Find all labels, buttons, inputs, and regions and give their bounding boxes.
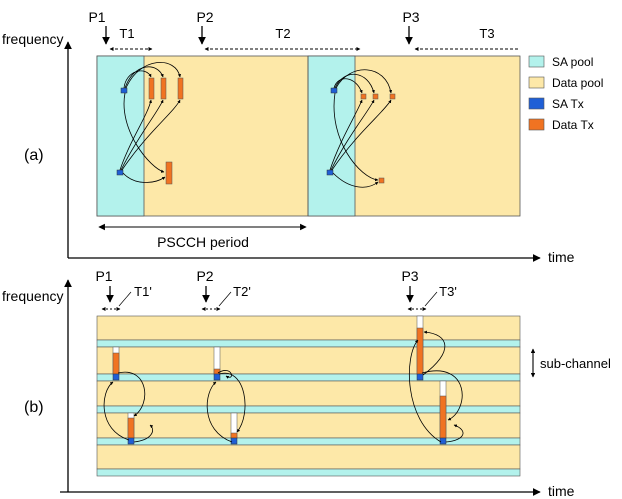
pscch-period-label: PSCCH period bbox=[157, 234, 249, 250]
legend: SA pool Data pool SA Tx Data Tx bbox=[528, 55, 603, 132]
data-tx bbox=[160, 77, 167, 100]
sa-tx bbox=[416, 373, 424, 381]
p2-label-a: P2 bbox=[196, 9, 213, 25]
sa-tx bbox=[230, 437, 238, 445]
x-axis-label-a: time bbox=[548, 249, 575, 265]
p2-label-b: P2 bbox=[196, 268, 213, 284]
t2-label-b: T2' bbox=[233, 284, 251, 299]
panel-b: frequency time (b) P1 P2 P3 T1' T2' bbox=[2, 268, 611, 499]
sa-tx bbox=[127, 437, 135, 445]
data-tx bbox=[372, 93, 379, 100]
panel-label-b: (b) bbox=[24, 399, 44, 416]
data-tx bbox=[127, 417, 135, 439]
sa-tx bbox=[439, 437, 447, 445]
panel-a: frequency time (a) P1 P2 P3 T1 T2 T3 PSC… bbox=[2, 9, 603, 265]
sa-tx bbox=[326, 169, 334, 176]
data-tx bbox=[360, 93, 367, 100]
sa-tx bbox=[112, 373, 120, 381]
p1-label-a: P1 bbox=[88, 9, 105, 25]
data-tx bbox=[416, 327, 424, 375]
transmissions-b bbox=[112, 315, 447, 445]
sa-tx bbox=[116, 169, 124, 176]
data-tx bbox=[439, 395, 447, 439]
svg-text:SA pool: SA pool bbox=[552, 55, 593, 69]
t2-label-a: T2 bbox=[275, 26, 290, 41]
data-tx bbox=[389, 93, 396, 100]
legend-item-data-pool: Data pool bbox=[528, 76, 603, 90]
data-tx bbox=[148, 77, 155, 100]
t1-label-b: T1' bbox=[134, 284, 152, 299]
data-tx bbox=[165, 161, 173, 185]
data-tx bbox=[378, 177, 385, 184]
y-axis-label-a: frequency bbox=[2, 31, 63, 47]
p1-label-b: P1 bbox=[95, 268, 112, 284]
p3-label-a: P3 bbox=[402, 9, 419, 25]
sa-data-links-1 bbox=[119, 62, 182, 183]
x-axis-label-b: time bbox=[548, 483, 575, 499]
svg-text:Data Tx: Data Tx bbox=[552, 118, 594, 132]
svg-text:SA Tx: SA Tx bbox=[552, 97, 584, 111]
legend-item-sa-tx: SA Tx bbox=[528, 97, 584, 111]
y-axis-label-b: frequency bbox=[2, 288, 63, 304]
data-tx bbox=[112, 352, 120, 375]
legend-item-sa-pool: SA pool bbox=[528, 55, 593, 69]
t3-label-a: T3 bbox=[479, 26, 494, 41]
data-tx bbox=[177, 77, 184, 100]
data-tx bbox=[213, 368, 221, 375]
t1-label-a: T1 bbox=[119, 26, 134, 41]
subchannel-label: sub-channel bbox=[540, 356, 611, 371]
p3-label-b: P3 bbox=[401, 268, 418, 284]
sa-pool-2 bbox=[307, 55, 356, 217]
sa-data-links-b bbox=[103, 330, 464, 443]
legend-item-data-tx: Data Tx bbox=[528, 118, 594, 132]
t3-label-b: T3' bbox=[439, 284, 457, 299]
panel-label-a: (a) bbox=[24, 147, 44, 164]
sa-data-links-2 bbox=[329, 69, 393, 188]
svg-text:Data pool: Data pool bbox=[552, 76, 603, 90]
sa-tx bbox=[330, 87, 338, 94]
sa-tx bbox=[213, 373, 221, 381]
sa-pool-1 bbox=[96, 55, 145, 217]
subchannel-bands bbox=[96, 315, 521, 477]
sa-tx bbox=[120, 87, 128, 94]
data-tx bbox=[230, 432, 238, 439]
